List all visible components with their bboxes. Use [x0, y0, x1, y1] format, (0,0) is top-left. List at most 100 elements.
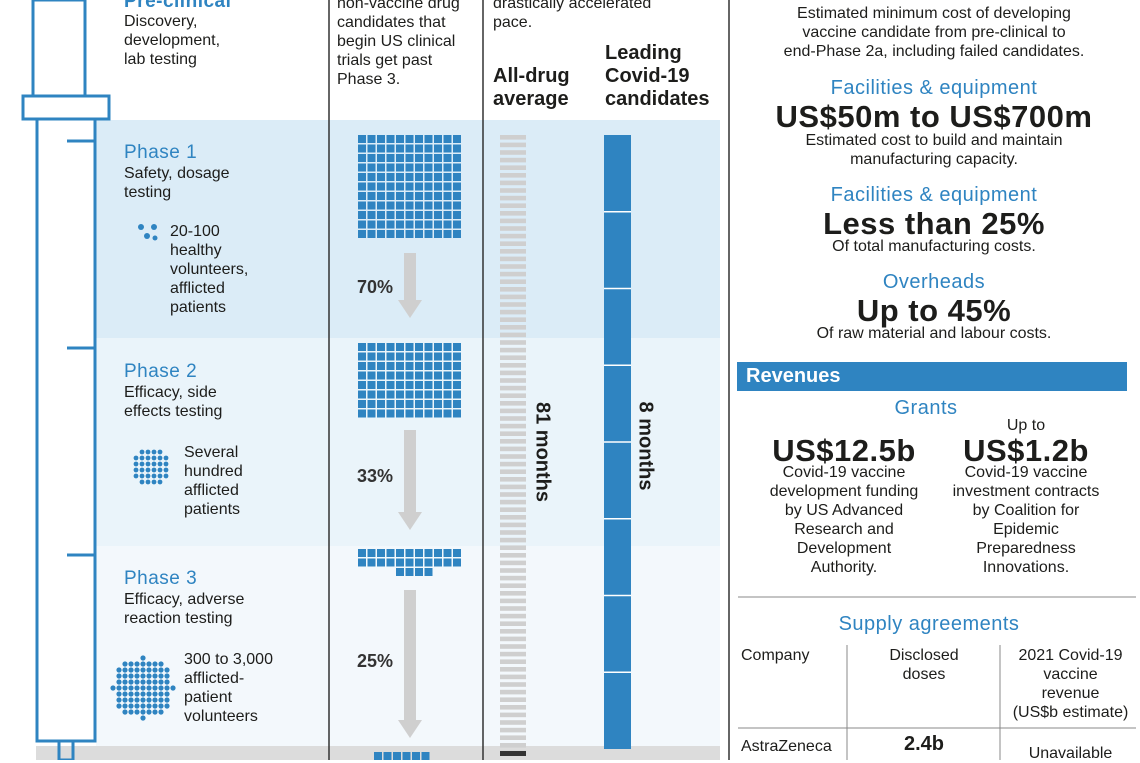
person-dot: [140, 673, 146, 679]
person-dot: [146, 697, 152, 703]
candidate-square: [358, 549, 366, 557]
month-stripe: [500, 325, 526, 330]
cost-desc: Of raw material and labour costs.: [816, 325, 1052, 342]
candidate-square: [396, 211, 404, 219]
candidate-square: [405, 163, 414, 172]
col-revenue: 2021 Covid-19 vaccine revenue (US$b esti…: [1001, 646, 1140, 722]
person-dot: [163, 461, 169, 467]
all-drug-label: All-drug average: [493, 65, 570, 111]
candidate-square: [367, 135, 376, 143]
candidate-square: [443, 371, 452, 380]
person-dot: [134, 697, 140, 703]
header-line: doses: [902, 666, 946, 683]
month-stripe: [500, 560, 526, 566]
month-stripe: [500, 302, 526, 307]
person-dot: [146, 691, 152, 697]
person-dot: [140, 661, 146, 667]
month-stripe: [500, 233, 526, 239]
candidate-square: [415, 352, 423, 361]
person-dot: [163, 473, 169, 479]
candidate-square: [434, 352, 442, 361]
month-stripe: [500, 439, 526, 444]
person-dot: [163, 455, 169, 461]
candidate-square: [405, 201, 414, 210]
candidate-square: [377, 558, 385, 567]
person-dot: [145, 473, 151, 479]
grant-pre: Up to: [1006, 417, 1046, 434]
candidate-square: [396, 163, 404, 172]
candidate-square: [415, 362, 423, 370]
candidate-square: [443, 230, 452, 238]
candidate-square: [393, 752, 401, 760]
person-dot: [164, 697, 170, 703]
intro-line: vaccine candidate from pre-clinical to: [802, 24, 1066, 41]
candidate-square: [386, 409, 395, 418]
candidate-square: [405, 381, 414, 389]
candidate-square: [405, 220, 414, 229]
candidate-square: [405, 211, 414, 219]
candidate-square: [386, 144, 395, 153]
candidate-square: [402, 752, 411, 760]
candidate-square: [377, 409, 385, 418]
month-stripe: [500, 142, 526, 148]
person-dot: [122, 679, 128, 685]
note-line: non-vaccine drug: [337, 0, 460, 12]
participant-line: Several: [184, 444, 239, 461]
person-dot: [152, 709, 158, 715]
person-dot: [151, 473, 157, 479]
syringe-plunger: [31, 0, 87, 98]
candidate-square: [415, 144, 423, 153]
person-dot: [128, 691, 134, 697]
candidate-square: [396, 390, 404, 399]
candidate-square: [377, 400, 385, 408]
candidate-square: [377, 220, 385, 229]
month-stripe: [500, 537, 526, 543]
candidate-square: [358, 154, 366, 162]
person-dot: [146, 685, 152, 691]
candidate-square-grids: [358, 135, 461, 760]
cost-heading: Facilities & equipment: [830, 184, 1038, 206]
candidate-square: [443, 135, 452, 143]
person-dot: [122, 661, 128, 667]
participant-line: hundred: [184, 463, 243, 480]
month-stripe: [500, 598, 526, 604]
candidate-square: [396, 381, 404, 389]
month-stripe: [500, 249, 526, 254]
month-stripe: [500, 484, 526, 490]
person-dot: [134, 685, 140, 691]
candidate-square: [415, 400, 423, 408]
candidate-square: [415, 381, 423, 389]
person-dot: [116, 667, 122, 673]
candidate-square: [405, 192, 414, 200]
candidate-square: [443, 362, 452, 370]
month-stripe: [500, 332, 526, 338]
candidate-square: [405, 362, 414, 370]
candidate-square: [434, 192, 442, 200]
candidate-square: [443, 201, 452, 210]
month-stripe: [500, 287, 526, 292]
candidate-square: [424, 568, 433, 576]
candidate-square: [434, 549, 442, 557]
candidate-square: [424, 220, 433, 229]
month-stripe: [500, 613, 526, 619]
candidate-square: [415, 371, 423, 380]
candidate-square: [405, 390, 414, 399]
person-dot: [140, 685, 146, 691]
phase1-participants: 20-100 healthy volunteers, afflicted pat…: [170, 222, 248, 317]
candidate-square: [443, 409, 452, 418]
candidate-square: [377, 135, 385, 143]
candidate-square: [424, 390, 433, 399]
person-dot: [152, 661, 158, 667]
candidate-square: [415, 230, 423, 238]
attrition-arrows: [398, 253, 422, 738]
candidate-square: [367, 163, 376, 172]
candidate-square: [434, 371, 442, 380]
candidate-square: [453, 201, 461, 210]
label-line: candidates: [605, 88, 710, 110]
person-dot: [146, 667, 152, 673]
candidate-square: [358, 390, 366, 399]
month-stripe: [500, 705, 526, 710]
cost-desc: Estimated cost to build and maintain man…: [738, 131, 1130, 169]
candidate-square: [367, 400, 376, 408]
